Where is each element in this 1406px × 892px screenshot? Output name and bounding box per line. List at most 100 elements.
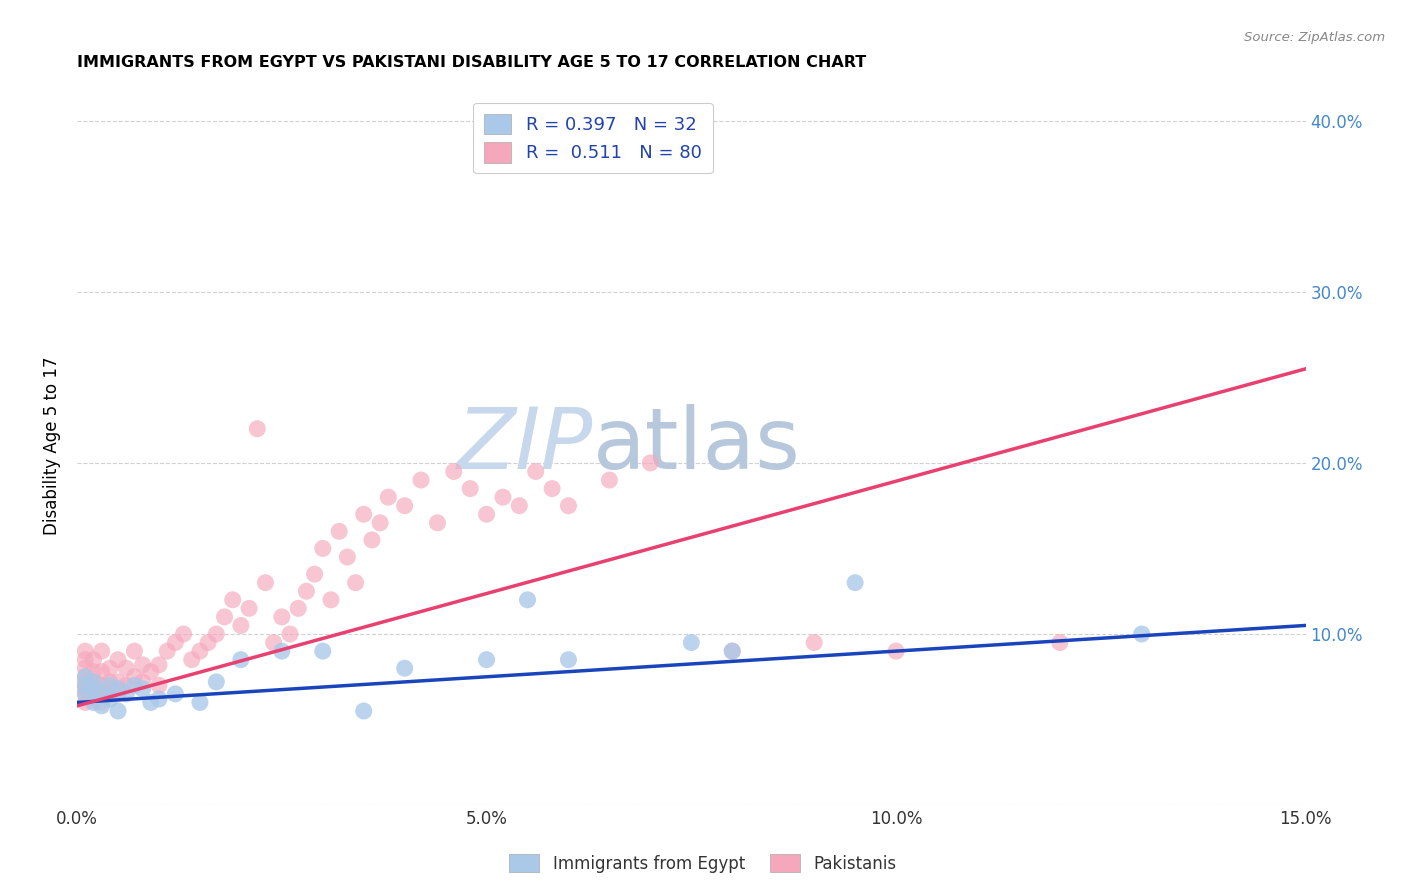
- Point: [246, 422, 269, 436]
- Point: [884, 644, 907, 658]
- Point: [75, 678, 97, 692]
- Point: [295, 584, 318, 599]
- Point: [541, 482, 564, 496]
- Point: [90, 678, 112, 692]
- Point: [82, 681, 104, 696]
- Point: [90, 665, 112, 679]
- Point: [107, 653, 129, 667]
- Point: [98, 661, 121, 675]
- Point: [148, 678, 170, 692]
- Point: [98, 687, 121, 701]
- Point: [82, 665, 104, 679]
- Text: IMMIGRANTS FROM EGYPT VS PAKISTANI DISABILITY AGE 5 TO 17 CORRELATION CHART: IMMIGRANTS FROM EGYPT VS PAKISTANI DISAB…: [77, 55, 866, 70]
- Point: [139, 665, 162, 679]
- Point: [90, 687, 112, 701]
- Point: [475, 653, 498, 667]
- Point: [197, 635, 219, 649]
- Point: [270, 610, 292, 624]
- Point: [304, 567, 326, 582]
- Legend: R = 0.397   N = 32, R =  0.511   N = 80: R = 0.397 N = 32, R = 0.511 N = 80: [474, 103, 713, 173]
- Point: [475, 508, 498, 522]
- Point: [124, 670, 146, 684]
- Point: [90, 695, 112, 709]
- Point: [98, 692, 121, 706]
- Point: [75, 687, 97, 701]
- Point: [598, 473, 620, 487]
- Point: [721, 644, 744, 658]
- Point: [229, 618, 252, 632]
- Point: [82, 681, 104, 696]
- Point: [124, 644, 146, 658]
- Point: [75, 695, 97, 709]
- Point: [205, 674, 228, 689]
- Point: [1130, 627, 1153, 641]
- Point: [82, 674, 104, 689]
- Point: [75, 670, 97, 684]
- Point: [336, 549, 359, 564]
- Point: [516, 592, 538, 607]
- Point: [524, 465, 547, 479]
- Point: [139, 695, 162, 709]
- Point: [394, 499, 416, 513]
- Point: [115, 661, 138, 675]
- Point: [254, 575, 277, 590]
- Point: [319, 592, 342, 607]
- Point: [82, 687, 104, 701]
- Point: [148, 692, 170, 706]
- Point: [180, 653, 202, 667]
- Point: [377, 490, 399, 504]
- Point: [98, 678, 121, 692]
- Point: [1049, 635, 1071, 649]
- Point: [107, 681, 129, 696]
- Point: [75, 653, 97, 667]
- Point: [188, 695, 211, 709]
- Point: [107, 674, 129, 689]
- Point: [131, 657, 153, 672]
- Legend: Immigrants from Egypt, Pakistanis: Immigrants from Egypt, Pakistanis: [503, 847, 903, 880]
- Point: [353, 704, 375, 718]
- Point: [263, 635, 285, 649]
- Point: [75, 674, 97, 689]
- Point: [229, 653, 252, 667]
- Point: [90, 687, 112, 701]
- Point: [443, 465, 465, 479]
- Point: [270, 644, 292, 658]
- Point: [312, 644, 335, 658]
- Point: [557, 499, 579, 513]
- Point: [368, 516, 391, 530]
- Point: [492, 490, 515, 504]
- Point: [361, 533, 384, 547]
- Text: Source: ZipAtlas.com: Source: ZipAtlas.com: [1244, 31, 1385, 45]
- Point: [394, 661, 416, 675]
- Point: [173, 627, 195, 641]
- Point: [721, 644, 744, 658]
- Point: [238, 601, 260, 615]
- Point: [115, 678, 138, 692]
- Point: [287, 601, 309, 615]
- Point: [75, 661, 97, 675]
- Point: [75, 670, 97, 684]
- Point: [156, 644, 179, 658]
- Point: [148, 657, 170, 672]
- Point: [75, 681, 97, 696]
- Point: [82, 692, 104, 706]
- Point: [640, 456, 662, 470]
- Point: [844, 575, 866, 590]
- Point: [131, 674, 153, 689]
- Point: [344, 575, 367, 590]
- Point: [188, 644, 211, 658]
- Point: [328, 524, 350, 539]
- Text: ZIP: ZIP: [457, 404, 593, 487]
- Text: atlas: atlas: [593, 404, 801, 487]
- Point: [426, 516, 449, 530]
- Point: [82, 653, 104, 667]
- Point: [82, 674, 104, 689]
- Point: [90, 698, 112, 713]
- Point: [75, 687, 97, 701]
- Y-axis label: Disability Age 5 to 17: Disability Age 5 to 17: [44, 357, 60, 535]
- Point: [107, 704, 129, 718]
- Point: [221, 592, 243, 607]
- Point: [131, 681, 153, 696]
- Point: [409, 473, 432, 487]
- Point: [312, 541, 335, 556]
